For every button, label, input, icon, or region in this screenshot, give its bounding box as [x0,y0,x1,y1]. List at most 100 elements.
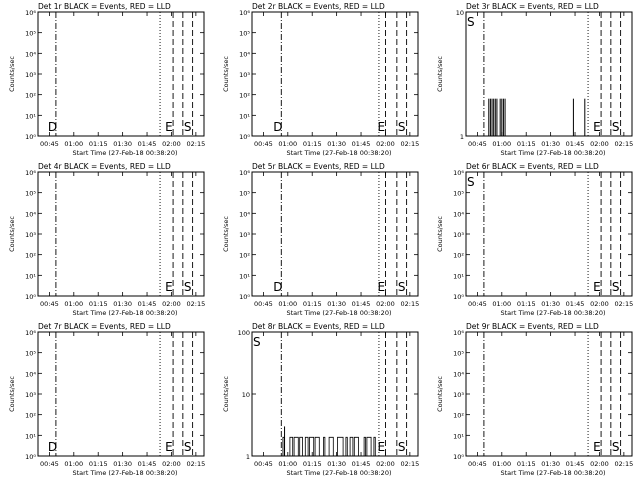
x-tick-label: 01:15 [517,300,536,308]
plot-frame [465,331,633,457]
x-axis-label: Start Time (27-Feb-18 00:38:20) [501,149,606,157]
marker-letter: E [593,440,601,454]
x-tick-label: 02:15 [614,140,633,148]
y-axis-label: Counts/sec [436,376,444,412]
y-tick-label: 10⁴ [25,50,36,58]
panel-title: Det 2r BLACK = Events, RED = LLD [252,2,385,11]
marker-letter: S [467,15,475,29]
y-tick-label: 10² [25,252,36,260]
plot-frame [251,331,419,457]
x-tick-label: 01:30 [541,140,560,148]
y-tick-label: 10⁶ [453,169,464,177]
x-tick-label: 02:15 [400,460,419,468]
y-tick-label: 10⁶ [239,9,250,17]
marker-letter: S [184,120,192,134]
panel-title: Det 4r BLACK = Events, RED = LLD [38,162,171,171]
y-tick-label: 10⁶ [25,169,36,177]
y-tick-label: 10² [453,252,464,260]
panel-det-1: Det 1r BLACK = Events, RED = LLD Counts/s… [8,2,205,157]
y-tick-label: 100 [238,329,250,337]
x-tick-label: 02:00 [162,460,181,468]
y-axis-label: Counts/sec [222,376,230,412]
x-tick-label: 01:45 [352,140,371,148]
x-tick-label: 00:45 [254,460,273,468]
marker-letter: D [273,120,282,134]
y-tick-label: 10³ [453,231,464,239]
y-axis-label: Counts/sec [436,56,444,92]
marker-letter: E [165,120,173,134]
x-tick-label: 01:15 [517,140,536,148]
y-tick-label: 10⁶ [25,9,36,17]
y-tick-label: 10³ [239,71,250,79]
y-tick-label: 10⁴ [25,370,36,378]
y-tick-label: 10⁴ [453,210,464,218]
x-tick-label: 00:45 [40,300,59,308]
marker-letter: S [398,440,406,454]
x-tick-label: 02:15 [400,300,419,308]
y-tick-label: 10⁵ [239,30,250,38]
x-tick-label: 02:15 [614,300,633,308]
marker-letter: E [377,120,385,134]
x-tick-label: 01:15 [89,460,108,468]
panel-det-4: Det 4r BLACK = Events, RED = LLD Counts/s… [8,162,205,317]
y-tick-label: 10² [453,412,464,420]
y-tick-label: 10⁴ [239,50,250,58]
marker-letter: S [184,440,192,454]
marker-letter: D [48,440,57,454]
marker-letter: E [377,440,385,454]
x-axis-label: Start Time (27-Feb-18 00:38:20) [73,149,178,157]
x-tick-label: 01:15 [89,300,108,308]
marker-letter: S [612,120,620,134]
y-axis-label: Counts/sec [436,216,444,252]
x-tick-label: 02:00 [162,140,181,148]
y-tick-label: 10⁶ [453,329,464,337]
panel-det-9: Det 9r BLACK = Events, RED = LLD Counts/s… [436,322,633,477]
y-tick-label: 10⁵ [239,190,250,198]
y-tick-label: 10⁶ [239,169,250,177]
plot-frame [37,11,205,137]
x-tick-label: 00:45 [468,460,487,468]
y-tick-label: 10⁵ [25,350,36,358]
y-tick-label: 10¹ [25,432,36,440]
panel-det-5: Det 5r BLACK = Events, RED = LLD Counts/s… [222,162,419,317]
x-tick-label: 00:45 [40,140,59,148]
marker-letter: S [612,440,620,454]
marker-letter: E [165,280,173,294]
x-axis-label: Start Time (27-Feb-18 00:38:20) [73,469,178,477]
y-tick-label: 10⁴ [239,210,250,218]
y-tick-label: 10¹ [453,272,464,280]
y-tick-label: 10⁰ [25,453,36,461]
y-tick-label: 10² [239,92,250,100]
y-tick-label: 10⁰ [453,453,464,461]
y-axis-label: Counts/sec [8,56,16,92]
panel-det-7: Det 7r BLACK = Events, RED = LLD Counts/s… [8,322,205,477]
y-tick-label: 10³ [25,231,36,239]
marker-letter: S [253,335,261,349]
y-axis-label: Counts/sec [222,216,230,252]
x-tick-label: 01:45 [566,460,585,468]
marker-letter: S [398,120,406,134]
y-tick-label: 10² [25,92,36,100]
y-axis-label: Counts/sec [8,376,16,412]
panel-title: Det 3r BLACK = Events, RED = LLD [466,2,599,11]
x-axis-label: Start Time (27-Feb-18 00:38:20) [287,309,392,317]
marker-letter: S [467,175,475,189]
x-axis-label: Start Time (27-Feb-18 00:38:20) [287,149,392,157]
x-tick-label: 02:15 [186,460,205,468]
x-tick-label: 00:45 [468,300,487,308]
x-tick-label: 01:45 [352,460,371,468]
y-tick-label: 10³ [453,391,464,399]
x-tick-label: 01:30 [113,300,132,308]
y-tick-label: 10¹ [25,272,36,280]
plot-frame [37,331,205,457]
panel-det-8: Det 8r BLACK = Events, RED = LLD Counts/s… [222,322,419,477]
x-tick-label: 00:45 [254,140,273,148]
x-tick-label: 02:00 [590,460,609,468]
panel-det-3: Det 3r BLACK = Events, RED = LLD Counts/s… [436,2,633,157]
panel-title: Det 9r BLACK = Events, RED = LLD [466,322,599,331]
x-tick-label: 02:00 [590,300,609,308]
x-tick-label: 00:45 [40,460,59,468]
y-tick-label: 10² [25,412,36,420]
x-tick-label: 01:45 [138,300,157,308]
